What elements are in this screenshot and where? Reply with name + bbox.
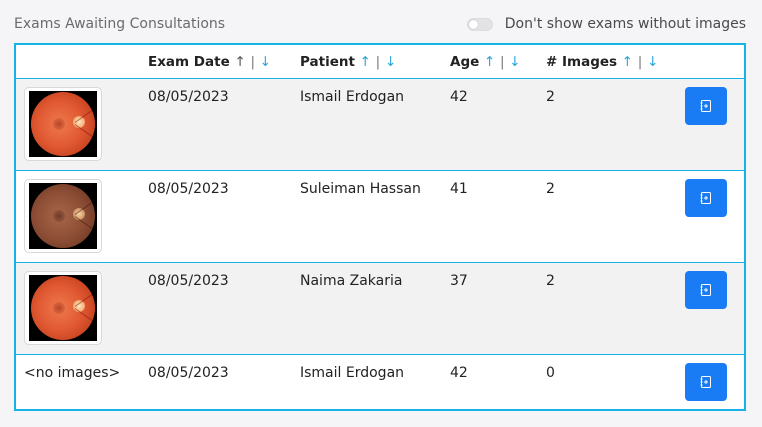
sort-descending-icon[interactable]: ↓ [647, 54, 659, 70]
open-consultation-button[interactable] [685, 271, 727, 309]
age-cell: 42 [450, 89, 468, 105]
exam-date-cell: 08/05/2023 [148, 181, 229, 197]
sort-separator: | [500, 54, 505, 70]
open-consultation-icon [700, 192, 711, 204]
table-header: Exam Date ↑ | ↓ Patient ↑ | ↓ Age ↑ | ↓ … [16, 45, 744, 79]
no-images-placeholder: <no images> [24, 365, 121, 381]
fundus-photo-icon [31, 184, 95, 248]
sort-descending-icon[interactable]: ↓ [259, 54, 272, 70]
sort-ascending-icon[interactable]: ↑ [621, 54, 634, 70]
header-bar: Exams Awaiting Consultations Don't show … [14, 14, 748, 38]
open-consultation-button[interactable] [685, 87, 727, 125]
toggle-knob [468, 19, 478, 29]
age-cell: 41 [450, 181, 468, 197]
table-row: 08/05/2023 Naima Zakaria 37 2 [16, 263, 744, 355]
open-consultation-icon [700, 100, 711, 112]
exam-thumbnail[interactable] [24, 87, 102, 161]
fundus-photo-icon [31, 276, 95, 340]
exam-thumbnail[interactable] [24, 179, 102, 253]
exam-date-cell: 08/05/2023 [148, 89, 229, 105]
open-consultation-icon [700, 284, 711, 296]
sort-ascending-icon[interactable]: ↑ [483, 54, 496, 70]
patient-cell: Ismail Erdogan [300, 89, 405, 105]
sort-ascending-icon[interactable]: ↑ [234, 54, 246, 70]
exam-date-cell: 08/05/2023 [148, 365, 229, 381]
sort-separator: | [250, 54, 256, 70]
sort-descending-icon[interactable]: ↓ [509, 54, 521, 70]
patient-cell: Suleiman Hassan [300, 181, 421, 197]
column-header-age: Age ↑ | ↓ [450, 54, 521, 70]
images-count-cell: 0 [546, 365, 555, 381]
exam-thumbnail[interactable] [24, 271, 102, 345]
column-header-exam-date: Exam Date ↑ | ↓ [148, 54, 271, 70]
page-title: Exams Awaiting Consultations [14, 16, 226, 32]
fundus-image [29, 275, 97, 341]
images-count-cell: 2 [546, 89, 555, 105]
images-count-cell: 2 [546, 273, 555, 289]
exams-table: Exam Date ↑ | ↓ Patient ↑ | ↓ Age ↑ | ↓ … [14, 43, 746, 411]
open-consultation-button[interactable] [685, 363, 727, 401]
sort-ascending-icon[interactable]: ↑ [359, 54, 371, 70]
patient-cell: Naima Zakaria [300, 273, 403, 289]
fundus-image [29, 91, 97, 157]
column-label: # Images [546, 54, 618, 70]
fundus-image [29, 183, 97, 249]
column-label: Exam Date [148, 54, 230, 70]
table-row: <no images> 08/05/2023 Ismail Erdogan 42… [16, 355, 744, 409]
column-label: Patient [300, 54, 355, 70]
fundus-photo-icon [31, 92, 95, 156]
open-consultation-icon [700, 376, 711, 388]
sort-separator: | [375, 54, 381, 70]
images-count-cell: 2 [546, 181, 555, 197]
column-header-images: # Images ↑ | ↓ [546, 54, 658, 70]
exam-date-cell: 08/05/2023 [148, 273, 229, 289]
toggle-label: Don't show exams without images [504, 16, 746, 32]
filter-toggle-group[interactable]: Don't show exams without images [466, 16, 746, 32]
age-cell: 42 [450, 365, 468, 381]
patient-cell: Ismail Erdogan [300, 365, 405, 381]
column-label: Age [450, 54, 480, 70]
age-cell: 37 [450, 273, 468, 289]
table-row: 08/05/2023 Suleiman Hassan 41 2 [16, 171, 744, 263]
no-images-toggle[interactable] [466, 17, 493, 31]
table-row: 08/05/2023 Ismail Erdogan 42 2 [16, 79, 744, 171]
sort-descending-icon[interactable]: ↓ [384, 54, 397, 70]
column-header-patient: Patient ↑ | ↓ [300, 54, 396, 70]
sort-separator: | [637, 54, 643, 70]
open-consultation-button[interactable] [685, 179, 727, 217]
